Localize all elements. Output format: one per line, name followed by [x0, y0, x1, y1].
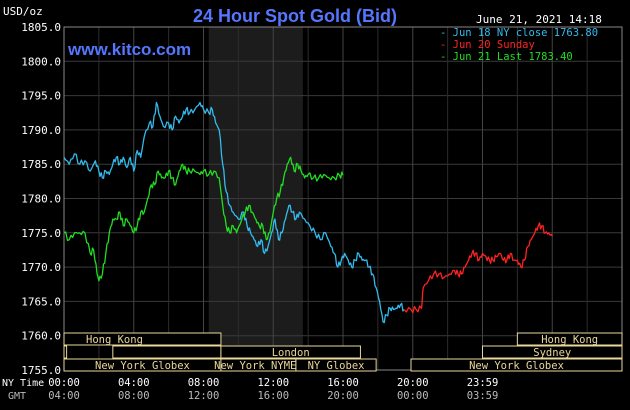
y-tick-label: 1775.0: [21, 227, 61, 240]
x-tick-ny: 00:00: [48, 377, 80, 389]
session-london-box: [220, 345, 361, 359]
x-tick-gmt: 04:00: [48, 390, 80, 402]
y-tick-label: 1755.0: [21, 364, 61, 377]
x-tick-gmt: 03:59: [467, 390, 499, 402]
chart-title: 24 Hour Spot Gold (Bid): [193, 6, 397, 26]
x-tick-gmt: 00:00: [397, 390, 429, 402]
session-london-label: London: [272, 347, 310, 359]
session-sydney-label: Sydney: [533, 347, 571, 359]
x-tick-ny: 20:00: [397, 377, 429, 389]
x-tick-ny: 23:59: [467, 377, 499, 389]
y-tick-label: 1790.0: [21, 124, 61, 137]
x-tick-ny: 16:00: [327, 377, 359, 389]
series-lines: [63, 101, 553, 324]
y-tick-labels: 1805.0 1800.0 1795.0 1790.0 1785.0 1780.0 1775…: [21, 21, 61, 377]
session-hong-kong-2-label: Hong Kong: [541, 334, 598, 346]
legend-entry: - Jun 18 NY close 1763.80: [440, 27, 598, 39]
session-marker-box: [63, 345, 68, 359]
x-tick-ny: 12:00: [257, 377, 289, 389]
y-tick-label: 1785.0: [21, 158, 61, 171]
x-axis-label-ny: NY Time: [2, 378, 44, 389]
series-line: [63, 101, 405, 324]
x-tick-ny: 04:00: [118, 377, 150, 389]
session-london-prefix-box: [112, 345, 222, 359]
y-tick-label: 1765.0: [21, 295, 61, 308]
x-tick-gmt: 20:00: [327, 390, 359, 402]
date-label: June 21, 2021 14:18: [476, 13, 602, 26]
session-ny-globex-3-box: [410, 358, 623, 372]
session-ny-globex-3-label: New York Globex: [469, 360, 564, 372]
watermark: www.kitco.com: [67, 40, 191, 59]
x-axis-label-gmt: GMT: [8, 391, 26, 402]
session-ny-nymex-label: New York NYMEX: [214, 360, 303, 372]
session-ny-globex-label: New York Globex: [95, 360, 190, 372]
unit-label: USD/oz: [3, 5, 43, 18]
x-tick-gmt: 12:00: [188, 390, 220, 402]
series-line: [403, 222, 553, 314]
y-tick-label: 1805.0: [21, 21, 61, 34]
y-tick-label: 1800.0: [21, 55, 61, 68]
series-line: [63, 156, 344, 282]
y-tick-label: 1795.0: [21, 90, 61, 103]
trading-sessions: Hong Kong London New York Globex New York N…: [63, 332, 623, 372]
session-hong-kong-box: [63, 332, 222, 346]
session-hong-kong-2-box: [516, 332, 623, 346]
x-tick-gmt: 16:00: [257, 390, 289, 402]
x-tick-labels: 00:0004:0004:0008:0008:0012:0012:0016:00…: [48, 377, 498, 402]
session-ny-globex-2-box: [295, 358, 377, 372]
session-ny-globex-2-label: NY Globex: [308, 360, 365, 372]
session-hong-kong-label: Hong Kong: [86, 334, 143, 346]
y-tick-label: 1760.0: [21, 330, 61, 343]
legend: - Jun 18 NY close 1763.80- Jun 20 Sunday…: [440, 27, 598, 63]
legend-entry: - Jun 20 Sunday: [440, 39, 535, 51]
x-tick-gmt: 08:00: [118, 390, 150, 402]
session-sydney-box: [482, 345, 623, 359]
x-tick-ny: 08:00: [188, 377, 220, 389]
y-tick-label: 1770.0: [21, 261, 61, 274]
legend-entry: - Jun 21 Last 1783.40: [440, 51, 573, 63]
y-tick-label: 1780.0: [21, 193, 61, 206]
